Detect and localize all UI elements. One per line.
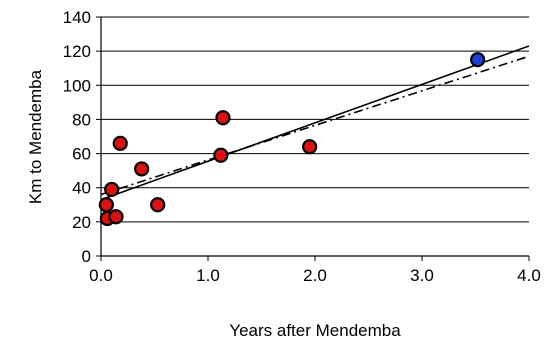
x-tick-label: 4.0 <box>517 266 541 285</box>
data-point <box>98 197 114 213</box>
fit-lines <box>100 45 530 201</box>
data-point <box>112 135 128 151</box>
y-tick-label: 0 <box>82 247 91 266</box>
y-tick-label: 60 <box>72 145 91 164</box>
data-point <box>302 139 318 155</box>
data-point <box>134 161 150 177</box>
axes <box>96 16 530 261</box>
y-tick-label: 120 <box>63 42 91 61</box>
regression-line-solid <box>100 45 530 201</box>
data-point <box>215 110 231 126</box>
x-tick-label: 2.0 <box>303 266 327 285</box>
tick-labels: 0 20 40 60 80 100 120 140 0.0 1.0 2.0 3.0 4.0 <box>63 8 541 285</box>
y-tick-label: 20 <box>72 213 91 232</box>
y-tick-label: 80 <box>72 110 91 129</box>
y-tick-label: 40 <box>72 179 91 198</box>
data-point <box>213 147 229 163</box>
y-tick-label: 100 <box>63 76 91 95</box>
y-tick-label: 140 <box>63 8 91 27</box>
data-point <box>150 197 166 213</box>
y-axis-title: Km to Mendemba <box>26 69 45 204</box>
gridlines <box>101 16 529 223</box>
x-tick-label: 1.0 <box>196 266 220 285</box>
regression-line-dashdot <box>100 55 530 196</box>
x-tick-label: 3.0 <box>410 266 434 285</box>
x-tick-label: 0.0 <box>89 266 113 285</box>
data-points <box>98 52 486 227</box>
data-point <box>104 181 120 198</box>
x-axis-title: Years after Mendemba <box>229 321 401 340</box>
data-point <box>108 209 124 225</box>
data-point <box>470 52 486 68</box>
